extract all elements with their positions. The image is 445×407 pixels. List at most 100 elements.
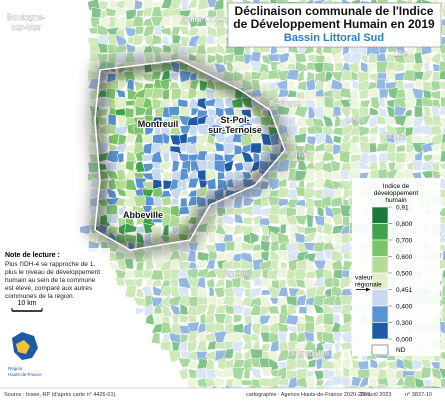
- logo-shape: [16, 340, 30, 354]
- logo-text: Hauts-de-France: [8, 372, 42, 377]
- commune: [117, 152, 125, 164]
- legend-swatch: [371, 322, 389, 340]
- commune: [287, 80, 295, 90]
- commune: [135, 287, 145, 299]
- commune: [330, 249, 344, 262]
- legend-title: développement: [374, 190, 419, 197]
- commune: [209, 384, 217, 388]
- legend-tick-label: 0,451: [396, 287, 413, 294]
- commune: [441, 36, 445, 48]
- commune: [269, 249, 280, 263]
- commune: [250, 322, 262, 336]
- commune: [439, 177, 445, 190]
- commune: [412, 159, 423, 172]
- commune: [145, 259, 155, 272]
- commune: [124, 107, 135, 119]
- legend-tick-label: 0,91: [396, 205, 409, 212]
- place-label: Douai: [384, 131, 406, 141]
- commune: [240, 109, 252, 119]
- commune: [388, 377, 397, 387]
- commune: [296, 258, 309, 272]
- commune: [124, 258, 134, 270]
- commune: [168, 72, 179, 82]
- commune: [285, 277, 298, 289]
- commune: [150, 269, 164, 281]
- commune: [377, 96, 386, 109]
- commune: [240, 205, 255, 217]
- commune: [359, 141, 372, 154]
- commune: [135, 215, 147, 226]
- commune: [314, 70, 327, 84]
- commune: [441, 133, 445, 145]
- commune: [267, 53, 281, 62]
- commune: [439, 188, 445, 199]
- commune: [234, 213, 244, 224]
- commune: [196, 242, 206, 252]
- commune: [393, 53, 406, 64]
- commune: [402, 375, 417, 388]
- legend-swatch: [371, 206, 389, 224]
- commune: [440, 295, 445, 306]
- note-heading: Note de lecture :: [5, 252, 60, 259]
- commune: [213, 313, 227, 324]
- commune: [114, 6, 126, 17]
- commune: [366, 133, 378, 145]
- commune: [249, 142, 262, 154]
- commune: [233, 161, 246, 172]
- commune: [322, 114, 334, 129]
- commune: [116, 161, 128, 173]
- commune: [231, 276, 242, 290]
- commune: [267, 87, 280, 102]
- commune: [430, 143, 442, 153]
- commune: [261, 267, 270, 280]
- outside-fade: [0, 0, 445, 392]
- place-label: Saint-Omer: [182, 14, 226, 24]
- commune: [420, 69, 434, 84]
- commune: [206, 45, 219, 54]
- commune: [152, 179, 163, 190]
- commune: [295, 385, 307, 388]
- commune: [108, 0, 120, 11]
- commune: [357, 360, 369, 371]
- commune: [277, 322, 290, 333]
- commune: [323, 170, 333, 180]
- commune: [133, 34, 145, 47]
- commune: [307, 358, 317, 369]
- commune: [187, 177, 200, 189]
- commune: [232, 377, 244, 387]
- commune: [162, 151, 170, 163]
- commune: [414, 78, 425, 91]
- commune: [358, 151, 370, 165]
- commune: [114, 276, 125, 287]
- commune: [231, 96, 244, 109]
- place-label: Amiens: [224, 268, 252, 278]
- commune: [442, 250, 445, 262]
- note-line: communes de la région.: [5, 293, 75, 300]
- commune: [441, 285, 445, 299]
- commune: [415, 386, 421, 388]
- commune: [159, 78, 171, 92]
- commune: [379, 159, 389, 172]
- commune: [422, 114, 435, 126]
- place-label: Boulogne-: [7, 12, 46, 22]
- commune: [339, 150, 351, 164]
- commune: [438, 70, 445, 80]
- commune: [222, 295, 237, 307]
- legend-title: humain: [385, 197, 407, 204]
- commune: [260, 196, 269, 207]
- legend-tick-label: 0,600: [396, 254, 413, 261]
- commune: [421, 384, 433, 388]
- commune: [134, 25, 145, 36]
- title: Déclinaison communale de l'Indice: [235, 4, 434, 18]
- commune: [278, 384, 289, 388]
- commune: [233, 313, 243, 323]
- commune: [216, 26, 228, 38]
- commune: [295, 342, 309, 353]
- commune: [438, 216, 445, 224]
- place-label: Lille: [392, 48, 407, 58]
- commune: [395, 144, 406, 153]
- commune: [440, 96, 445, 109]
- commune: [258, 314, 272, 327]
- commune: [243, 366, 251, 380]
- commune: [317, 385, 325, 388]
